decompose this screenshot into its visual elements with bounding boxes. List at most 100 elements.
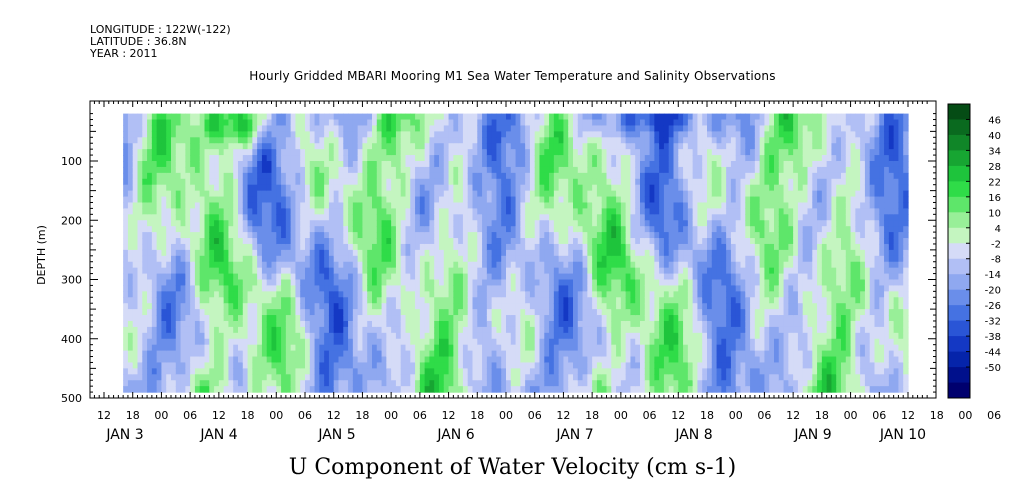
heatmap-cell [204,320,210,328]
heatmap-cell [573,374,579,381]
heatmap-cell [395,238,402,245]
heatmap-cell [544,137,550,144]
heatmap-cell [357,267,364,275]
heatmap-cell [171,243,177,251]
heatmap-cell [132,332,139,340]
heatmap-cell [142,232,148,239]
heatmap-cell [558,320,565,328]
heatmap-cell [439,202,445,210]
heatmap-cell [553,315,560,322]
heatmap-cell [190,226,196,233]
heatmap-cell [596,326,603,334]
heatmap-cell [214,131,220,138]
heatmap-cell [553,249,560,257]
heatmap-cell [429,125,435,132]
heatmap-cell [123,166,129,174]
heatmap-cell [314,368,320,375]
heatmap-cell [271,184,277,192]
heatmap-cell [142,214,148,221]
heatmap-cell [309,137,316,144]
heatmap-cell [424,232,431,239]
heatmap-cell [343,362,349,369]
heatmap-cell [156,190,163,198]
heatmap-cell [142,149,148,156]
heatmap-cell [434,161,440,168]
heatmap-cell [319,214,325,221]
heatmap-cell [257,113,263,121]
heatmap-cell [434,368,440,375]
heatmap-cell [573,338,579,346]
heatmap-cell [549,303,555,310]
heatmap-cell [510,350,517,358]
heatmap-cell [544,238,550,245]
heatmap-cell [544,214,550,221]
heatmap-cell [228,243,234,251]
heatmap-cell [443,113,450,121]
heatmap-cell [616,125,622,132]
heatmap-cell [510,303,517,310]
heatmap-cell [534,220,541,227]
heatmap-cell [305,178,311,186]
heatmap-cell [553,131,560,138]
heatmap-cell [520,249,526,257]
heatmap-cell [151,131,158,138]
heatmap-cell [290,161,297,168]
heatmap-cell [328,320,335,328]
heatmap-cell [343,344,349,352]
heatmap-cell [338,137,344,144]
heatmap-cell [611,208,617,215]
heatmap-cell [194,332,201,340]
heatmap-cell [376,238,383,245]
heatmap-cell [496,326,502,334]
heatmap-cell [630,119,636,127]
heatmap-cell [209,356,215,364]
heatmap-cell [391,332,397,340]
heatmap-cell [309,297,316,304]
heatmap-cell [376,119,383,127]
heatmap-cell [625,119,632,127]
heatmap-cell [295,238,301,245]
heatmap-cell [261,303,268,310]
heatmap-cell [587,166,593,174]
heatmap-cell [367,309,373,316]
heatmap-cell [415,220,421,227]
heatmap-cell [127,190,134,198]
heatmap-cell [395,196,402,204]
heatmap-cell [266,291,273,298]
heatmap-cell [424,285,431,292]
heatmap-cell [620,149,627,156]
heatmap-cell [486,255,493,263]
heatmap-cell [362,161,368,168]
heatmap-cell [199,238,206,245]
heatmap-cell [171,303,177,310]
heatmap-cell [477,226,483,233]
heatmap-cell [209,220,215,227]
heatmap-cell [568,362,574,369]
heatmap-cell [214,368,220,375]
heatmap-cell [137,326,143,334]
heatmap-cell [300,285,306,292]
heatmap-cell [592,232,598,239]
heatmap-cell [305,161,311,168]
heatmap-cell [242,273,249,281]
heatmap-cell [324,291,330,298]
heatmap-cell [486,350,493,358]
heatmap-cell [357,184,364,192]
heatmap-cell [477,113,483,121]
heatmap-cell [257,172,263,180]
heatmap-cell [266,208,273,215]
heatmap-cell [563,243,569,251]
heatmap-cell [549,184,555,192]
heatmap-cell [242,267,249,275]
heatmap-cell [223,273,230,281]
heatmap-cell [338,238,344,245]
heatmap-cell [439,362,445,369]
heatmap-cell [415,309,421,316]
heatmap-cell [501,255,507,263]
heatmap-cell [171,320,177,328]
heatmap-cell [247,131,253,138]
heatmap-cell [276,166,282,174]
heatmap-cell [352,332,359,340]
heatmap-cell [300,273,306,281]
heatmap-cell [223,380,230,387]
